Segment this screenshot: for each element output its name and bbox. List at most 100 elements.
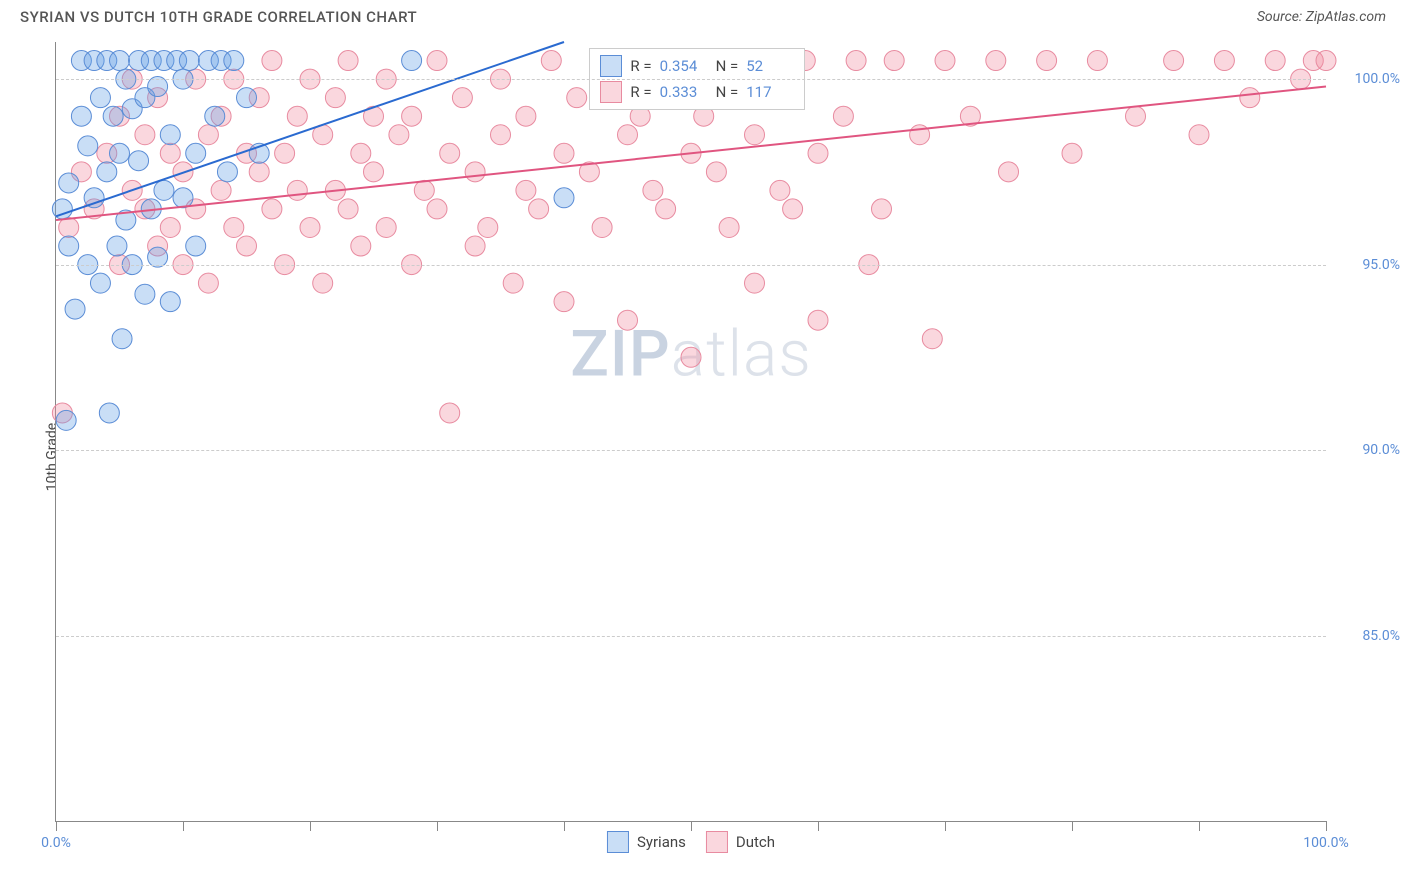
data-point [478, 217, 498, 237]
stats-row-syrians: R = 0.354 N = 52 [600, 53, 794, 79]
data-point [99, 403, 119, 423]
data-point [440, 143, 460, 163]
data-point [986, 51, 1006, 71]
data-point [503, 273, 523, 293]
data-point [541, 51, 561, 71]
data-point [179, 51, 199, 71]
legend-label-syrians: Syrians [637, 833, 686, 851]
data-point [554, 292, 574, 312]
x-tick [56, 821, 57, 831]
dutch-r-value: 0.333 [660, 83, 708, 101]
data-point [198, 273, 218, 293]
data-point [224, 51, 244, 71]
gridline [56, 79, 1326, 80]
data-point [103, 106, 123, 126]
data-point [706, 162, 726, 182]
data-point [160, 143, 180, 163]
data-point [884, 51, 904, 71]
legend-label-dutch: Dutch [736, 833, 775, 851]
data-point [808, 310, 828, 330]
legend-item-dutch: Dutch [706, 831, 775, 853]
data-point [719, 217, 739, 237]
data-point [1126, 106, 1146, 126]
data-point [56, 410, 76, 430]
data-point [402, 106, 422, 126]
legend-item-syrians: Syrians [607, 831, 686, 853]
y-tick-label: 85.0% [1362, 628, 1400, 644]
data-point [1214, 51, 1234, 71]
data-point [1240, 88, 1260, 108]
data-point [351, 143, 371, 163]
data-point [129, 151, 149, 171]
data-point [224, 217, 244, 237]
data-point [186, 236, 206, 256]
data-point [313, 273, 333, 293]
data-point [249, 162, 269, 182]
x-tick [183, 821, 184, 831]
data-point [567, 88, 587, 108]
data-point [211, 180, 231, 200]
data-point [186, 143, 206, 163]
data-point [65, 299, 85, 319]
stats-row-dutch: R = 0.333 N = 117 [600, 79, 794, 105]
chart-title: SYRIAN VS DUTCH 10TH GRADE CORRELATION C… [20, 8, 417, 26]
data-point [97, 162, 117, 182]
data-point [554, 188, 574, 208]
chart-container: 10th Grade ZIPatlas R = 0.354 N = 52 R =… [0, 32, 1406, 882]
data-point [237, 236, 257, 256]
data-point [107, 236, 127, 256]
data-point [112, 329, 132, 349]
data-point [71, 106, 91, 126]
data-point [745, 273, 765, 293]
x-tick [818, 821, 819, 831]
x-tick [1072, 821, 1073, 831]
data-point [160, 217, 180, 237]
data-point [427, 51, 447, 71]
data-point [1087, 51, 1107, 71]
swatch-dutch [600, 81, 622, 103]
data-point [465, 162, 485, 182]
data-point [78, 136, 98, 156]
data-point [205, 106, 225, 126]
x-tick-label-first: 0.0% [41, 835, 71, 851]
data-point [90, 88, 110, 108]
data-point [783, 199, 803, 219]
data-point [516, 180, 536, 200]
gridline [56, 265, 1326, 266]
data-point [110, 51, 130, 71]
data-point [160, 125, 180, 145]
n-label-2: N = [716, 83, 739, 101]
x-tick [691, 821, 692, 831]
data-point [59, 217, 79, 237]
swatch-syrians [600, 55, 622, 77]
n-label: N = [716, 57, 739, 75]
data-point [1316, 51, 1336, 71]
data-point [440, 403, 460, 423]
data-point [237, 88, 257, 108]
data-point [1164, 51, 1184, 71]
data-point [452, 88, 472, 108]
data-point [262, 199, 282, 219]
data-point [173, 188, 193, 208]
bottom-legend: Syrians Dutch [607, 831, 775, 853]
data-point [389, 125, 409, 145]
data-point [414, 180, 434, 200]
x-tick [564, 821, 565, 831]
data-point [135, 125, 155, 145]
data-point [618, 125, 638, 145]
data-point [656, 199, 676, 219]
data-point [287, 106, 307, 126]
data-point [833, 106, 853, 126]
data-point [516, 106, 536, 126]
legend-swatch-syrians [607, 831, 629, 853]
data-point [592, 217, 612, 237]
data-point [154, 180, 174, 200]
data-point [217, 162, 237, 182]
data-point [554, 143, 574, 163]
data-point [338, 51, 358, 71]
data-point [922, 329, 942, 349]
x-tick-label-last: 100.0% [1303, 835, 1348, 851]
data-point [1037, 51, 1057, 71]
data-point [351, 236, 371, 256]
y-tick-label: 100.0% [1355, 71, 1400, 87]
